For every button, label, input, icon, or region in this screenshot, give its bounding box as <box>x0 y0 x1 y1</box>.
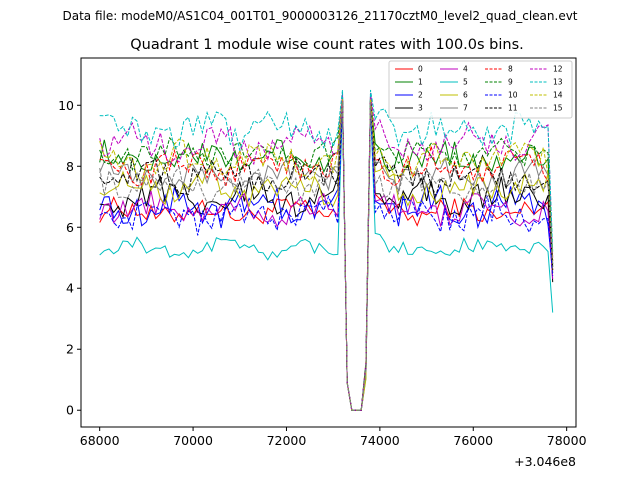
legend-label-2: 2 <box>418 91 423 100</box>
axis-ticks: 68000 70000 72000 74000 76000 78000 0 2 4 6 8 10 <box>58 98 586 448</box>
series-line-10 <box>99 105 554 411</box>
legend-label-11: 11 <box>508 104 518 113</box>
legend-label-0: 0 <box>418 65 423 74</box>
y-tick-label: 0 <box>66 403 74 418</box>
legend-label-14: 14 <box>553 91 563 100</box>
x-axis-offset-label: +3.046e8 <box>514 454 576 469</box>
y-tick-label: 6 <box>66 220 74 235</box>
chart-title: Quadrant 1 module wise count rates with … <box>130 37 524 53</box>
x-tick-label: 68000 <box>80 433 120 448</box>
series-line-13 <box>99 89 554 411</box>
series-line-9 <box>99 99 554 411</box>
y-tick-label: 10 <box>58 98 74 113</box>
y-tick-label: 2 <box>66 342 74 357</box>
legend-label-7: 7 <box>463 104 468 113</box>
x-tick-label: 72000 <box>267 433 307 448</box>
series-line-15 <box>99 102 554 411</box>
plot-frame <box>80 57 577 428</box>
legend-label-9: 9 <box>508 78 513 87</box>
y-tick-label: 4 <box>66 281 74 296</box>
series-line-4 <box>99 102 554 411</box>
legend-label-6: 6 <box>463 91 468 100</box>
series-line-14 <box>99 99 554 411</box>
legend-label-8: 8 <box>508 65 513 74</box>
legend-label-15: 15 <box>553 104 563 113</box>
x-tick-label: 70000 <box>173 433 213 448</box>
figure-suptitle: Data file: modeM0/AS1C04_001T01_90000031… <box>62 9 577 23</box>
series-lines <box>99 89 554 411</box>
y-tick-label: 8 <box>66 159 74 174</box>
legend-label-5: 5 <box>463 78 468 87</box>
x-tick-label: 78000 <box>547 433 587 448</box>
x-tick-label: 76000 <box>453 433 493 448</box>
legend-label-1: 1 <box>418 78 423 87</box>
series-line-0 <box>99 99 554 411</box>
legend-label-13: 13 <box>553 78 563 87</box>
legend-frame <box>388 60 573 119</box>
legend-label-10: 10 <box>508 91 518 100</box>
series-line-5 <box>99 105 554 411</box>
legend-label-3: 3 <box>418 104 423 113</box>
legend-label-4: 4 <box>463 65 468 74</box>
legend-label-12: 12 <box>553 65 563 74</box>
series-line-11 <box>99 96 554 411</box>
series-line-3 <box>99 96 554 411</box>
x-tick-label: 74000 <box>360 433 400 448</box>
